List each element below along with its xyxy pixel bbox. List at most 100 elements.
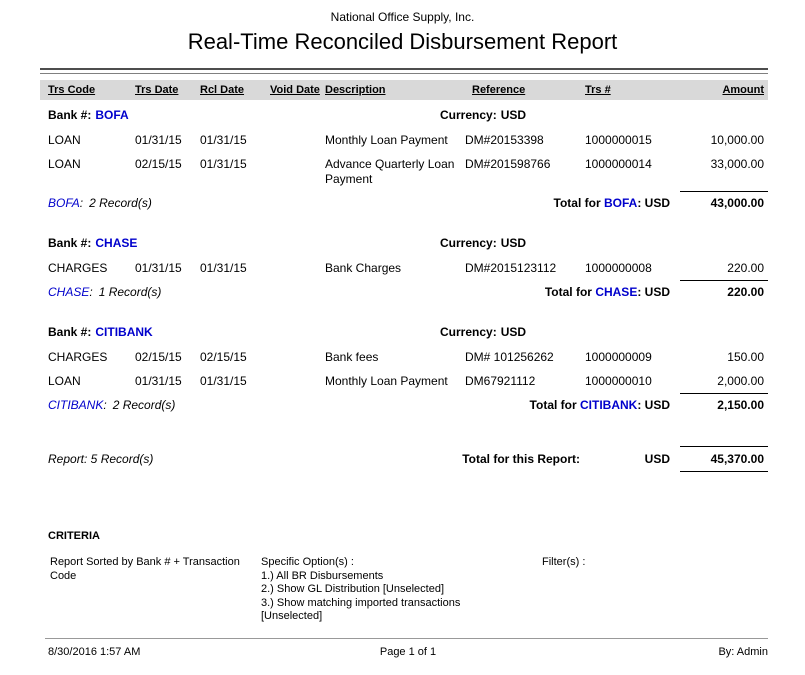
cell-trs-code: CHARGES [48,350,108,364]
report-total-currency: USD [644,452,670,466]
table-row: LOAN 02/15/15 01/31/15 Advance Quarterly… [40,157,768,187]
currency-group: Currency: USD [440,108,526,122]
report-total-label: Total for this Report: [462,452,580,466]
currency-group: Currency: USD [440,325,526,339]
bank-number-label: Bank #: [48,108,92,122]
cell-trs-num: 1000000009 [585,350,652,364]
cell-trs-date: 01/31/15 [135,133,182,147]
bank-total-amount: 220.00 [680,280,768,299]
cell-amount: 2,000.00 [717,374,764,388]
bank-total-label: Total for CITIBANK: USD [529,398,670,412]
table-row: LOAN 01/31/15 01/31/15 Monthly Loan Paym… [40,133,768,148]
page-footer: 8/30/2016 1:57 AM Page 1 of 1 By: Admin [45,638,768,658]
cell-void-date [270,133,325,148]
cell-description: Monthly Loan Payment [325,133,448,147]
cell-amount: 10,000.00 [710,133,764,147]
bank-record-count: CITIBANK: 2 Record(s) [48,398,176,412]
cell-reference: DM# 101256262 [465,350,554,364]
criteria-sorted-by: Report Sorted by Bank # + Transaction Co… [50,556,240,582]
currency-group: Currency: USD [440,236,526,250]
cell-trs-code: LOAN [48,133,81,147]
criteria-specific-options: Specific Option(s) : 1.) All BR Disburse… [261,556,481,624]
bank-subtotal-row: CITIBANK: 2 Record(s) Total for CITIBANK:… [40,393,768,412]
column-header-row: Trs Code Trs Date Rcl Date Void Date Des… [40,80,768,100]
cell-amount: 33,000.00 [710,157,764,171]
bank-header-row: Bank #: CITIBANK Currency: USD [40,325,768,341]
cell-trs-num: 1000000010 [585,374,652,388]
cell-rcl-date: 01/31/15 [200,157,247,171]
column-header-trs-num: Trs # [585,84,611,96]
column-header-description: Description [325,84,386,96]
report-total-amount: 45,370.00 [680,446,768,472]
currency-value: USD [500,108,527,122]
cell-reference: DM#201598766 [465,157,551,171]
cell-reference: DM#2015123112 [465,261,557,275]
cell-description: Monthly Loan Payment [325,374,448,388]
cell-amount: 150.00 [727,350,764,364]
cell-description: Bank fees [325,350,379,364]
cell-void-date [270,374,325,389]
column-header-amount: Amount [722,84,764,96]
cell-amount: 220.00 [727,261,764,275]
cell-trs-date: 01/31/15 [135,374,182,388]
cell-trs-num: 1000000014 [585,157,652,171]
currency-label: Currency: [440,108,497,122]
column-header-trs-code: Trs Code [48,84,96,96]
currency-value: USD [500,236,527,250]
bank-record-count: CHASE: 1 Record(s) [48,285,162,299]
bank-total-amount: 43,000.00 [680,191,768,210]
cell-rcl-date: 01/31/15 [200,374,247,388]
bank-total-label: Total for BOFA: USD [553,196,670,210]
specific-option-item: 3.) Show matching imported transactions … [261,596,461,623]
cell-description: Advance Quarterly Loan Payment [325,157,455,186]
currency-label: Currency: [440,236,497,250]
cell-trs-code: LOAN [48,157,81,171]
cell-reference: DM67921112 [465,374,536,388]
column-header-trs-date: Trs Date [135,84,179,96]
bank-group-chase: Bank #: CHASE Currency: USD CHARGES 01/31/… [40,236,768,299]
cell-trs-date: 02/15/15 [135,350,182,364]
cell-rcl-date: 02/15/15 [200,350,247,364]
cell-rcl-date: 01/31/15 [200,133,247,147]
bank-header-row: Bank #: BOFA Currency: USD [40,108,768,124]
bank-number-label: Bank #: [48,236,92,250]
criteria-filters-label: Filter(s) : [542,556,586,568]
criteria-row: Report Sorted by Bank # + Transaction Co… [40,556,768,624]
criteria-heading: CRITERIA [48,530,100,542]
bank-name-link[interactable]: CITIBANK [95,325,153,339]
bank-name-link[interactable]: BOFA [95,108,129,122]
cell-void-date [270,157,325,187]
company-name: National Office Supply, Inc. [330,10,475,24]
cell-void-date [270,350,325,365]
footer-user: By: Admin [718,646,768,658]
footer-datetime: 8/30/2016 1:57 AM [48,646,141,658]
currency-value: USD [500,325,527,339]
bank-name-link[interactable]: CHASE [95,236,138,250]
cell-trs-code: CHARGES [48,261,108,275]
cell-void-date [270,261,325,276]
table-row: CHARGES 02/15/15 02/15/15 Bank fees DM# … [40,350,768,365]
bank-subtotal-row: BOFA: 2 Record(s) Total for BOFA: USD 43,… [40,191,768,210]
bank-group-bofa: Bank #: BOFA Currency: USD LOAN 01/31/15 0… [40,108,768,210]
cell-trs-date: 01/31/15 [135,261,182,275]
specific-option-item: 1.) All BR Disbursements [261,569,384,582]
report-record-count: Report: 5 Record(s) [48,452,154,466]
cell-trs-date: 02/15/15 [135,157,182,171]
bank-total-amount: 2,150.00 [680,393,768,412]
cell-rcl-date: 01/31/15 [200,261,247,275]
bank-header-row: Bank #: CHASE Currency: USD [40,236,768,252]
bank-number-label: Bank #: [48,325,92,339]
report-title: Real-Time Reconciled Disbursement Report [187,29,618,54]
report-total-row: Report: 5 Record(s) Total for this Repor… [40,446,768,472]
cell-description: Bank Charges [325,261,402,275]
cell-trs-num: 1000000008 [585,261,652,275]
currency-label: Currency: [440,325,497,339]
bank-subtotal-row: CHASE: 1 Record(s) Total for CHASE: USD 2… [40,280,768,299]
bank-group-citibank: Bank #: CITIBANK Currency: USD CHARGES 02/… [40,325,768,412]
cell-trs-code: LOAN [48,374,81,388]
title-divider [40,68,768,74]
column-header-reference: Reference [472,84,526,96]
column-header-rcl-date: Rcl Date [200,84,245,96]
specific-option-item: 2.) Show GL Distribution [Unselected] [261,583,445,595]
